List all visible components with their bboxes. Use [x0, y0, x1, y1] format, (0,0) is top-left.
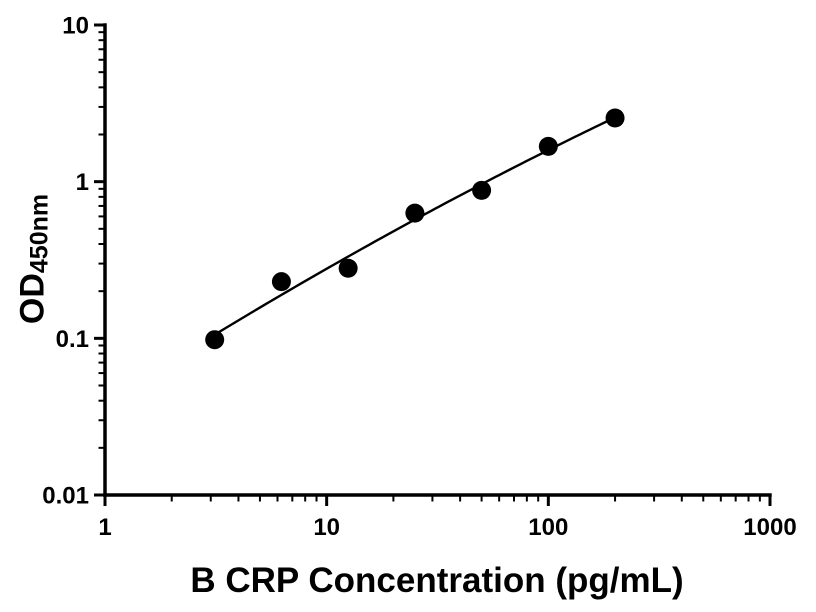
y-axis-title-main: OD: [13, 273, 52, 325]
x-tick-label: 1000: [743, 514, 796, 541]
x-axis-title: B CRP Concentration (pg/mL): [190, 561, 684, 600]
data-point: [271, 272, 291, 292]
y-tick-label: 0.1: [56, 326, 89, 353]
y-tick-label: 1: [76, 169, 89, 196]
axis-ticks: 1 10 100 1000 0.01 0.1 1 10: [42, 13, 796, 542]
data-points: [205, 108, 625, 350]
data-point: [538, 136, 558, 156]
data-point: [472, 180, 492, 200]
data-point: [605, 108, 625, 128]
x-tick-label: 100: [528, 514, 568, 541]
data-point: [205, 330, 225, 350]
x-tick-label: 10: [313, 514, 340, 541]
y-tick-label: 10: [62, 13, 89, 40]
data-point: [338, 258, 358, 278]
y-axis-title: OD450nm: [13, 193, 54, 325]
data-point: [405, 203, 425, 223]
y-axis-title-subscript: 450nm: [25, 193, 54, 274]
x-tick-label: 1: [98, 514, 111, 541]
y-tick-label: 0.01: [42, 483, 89, 510]
